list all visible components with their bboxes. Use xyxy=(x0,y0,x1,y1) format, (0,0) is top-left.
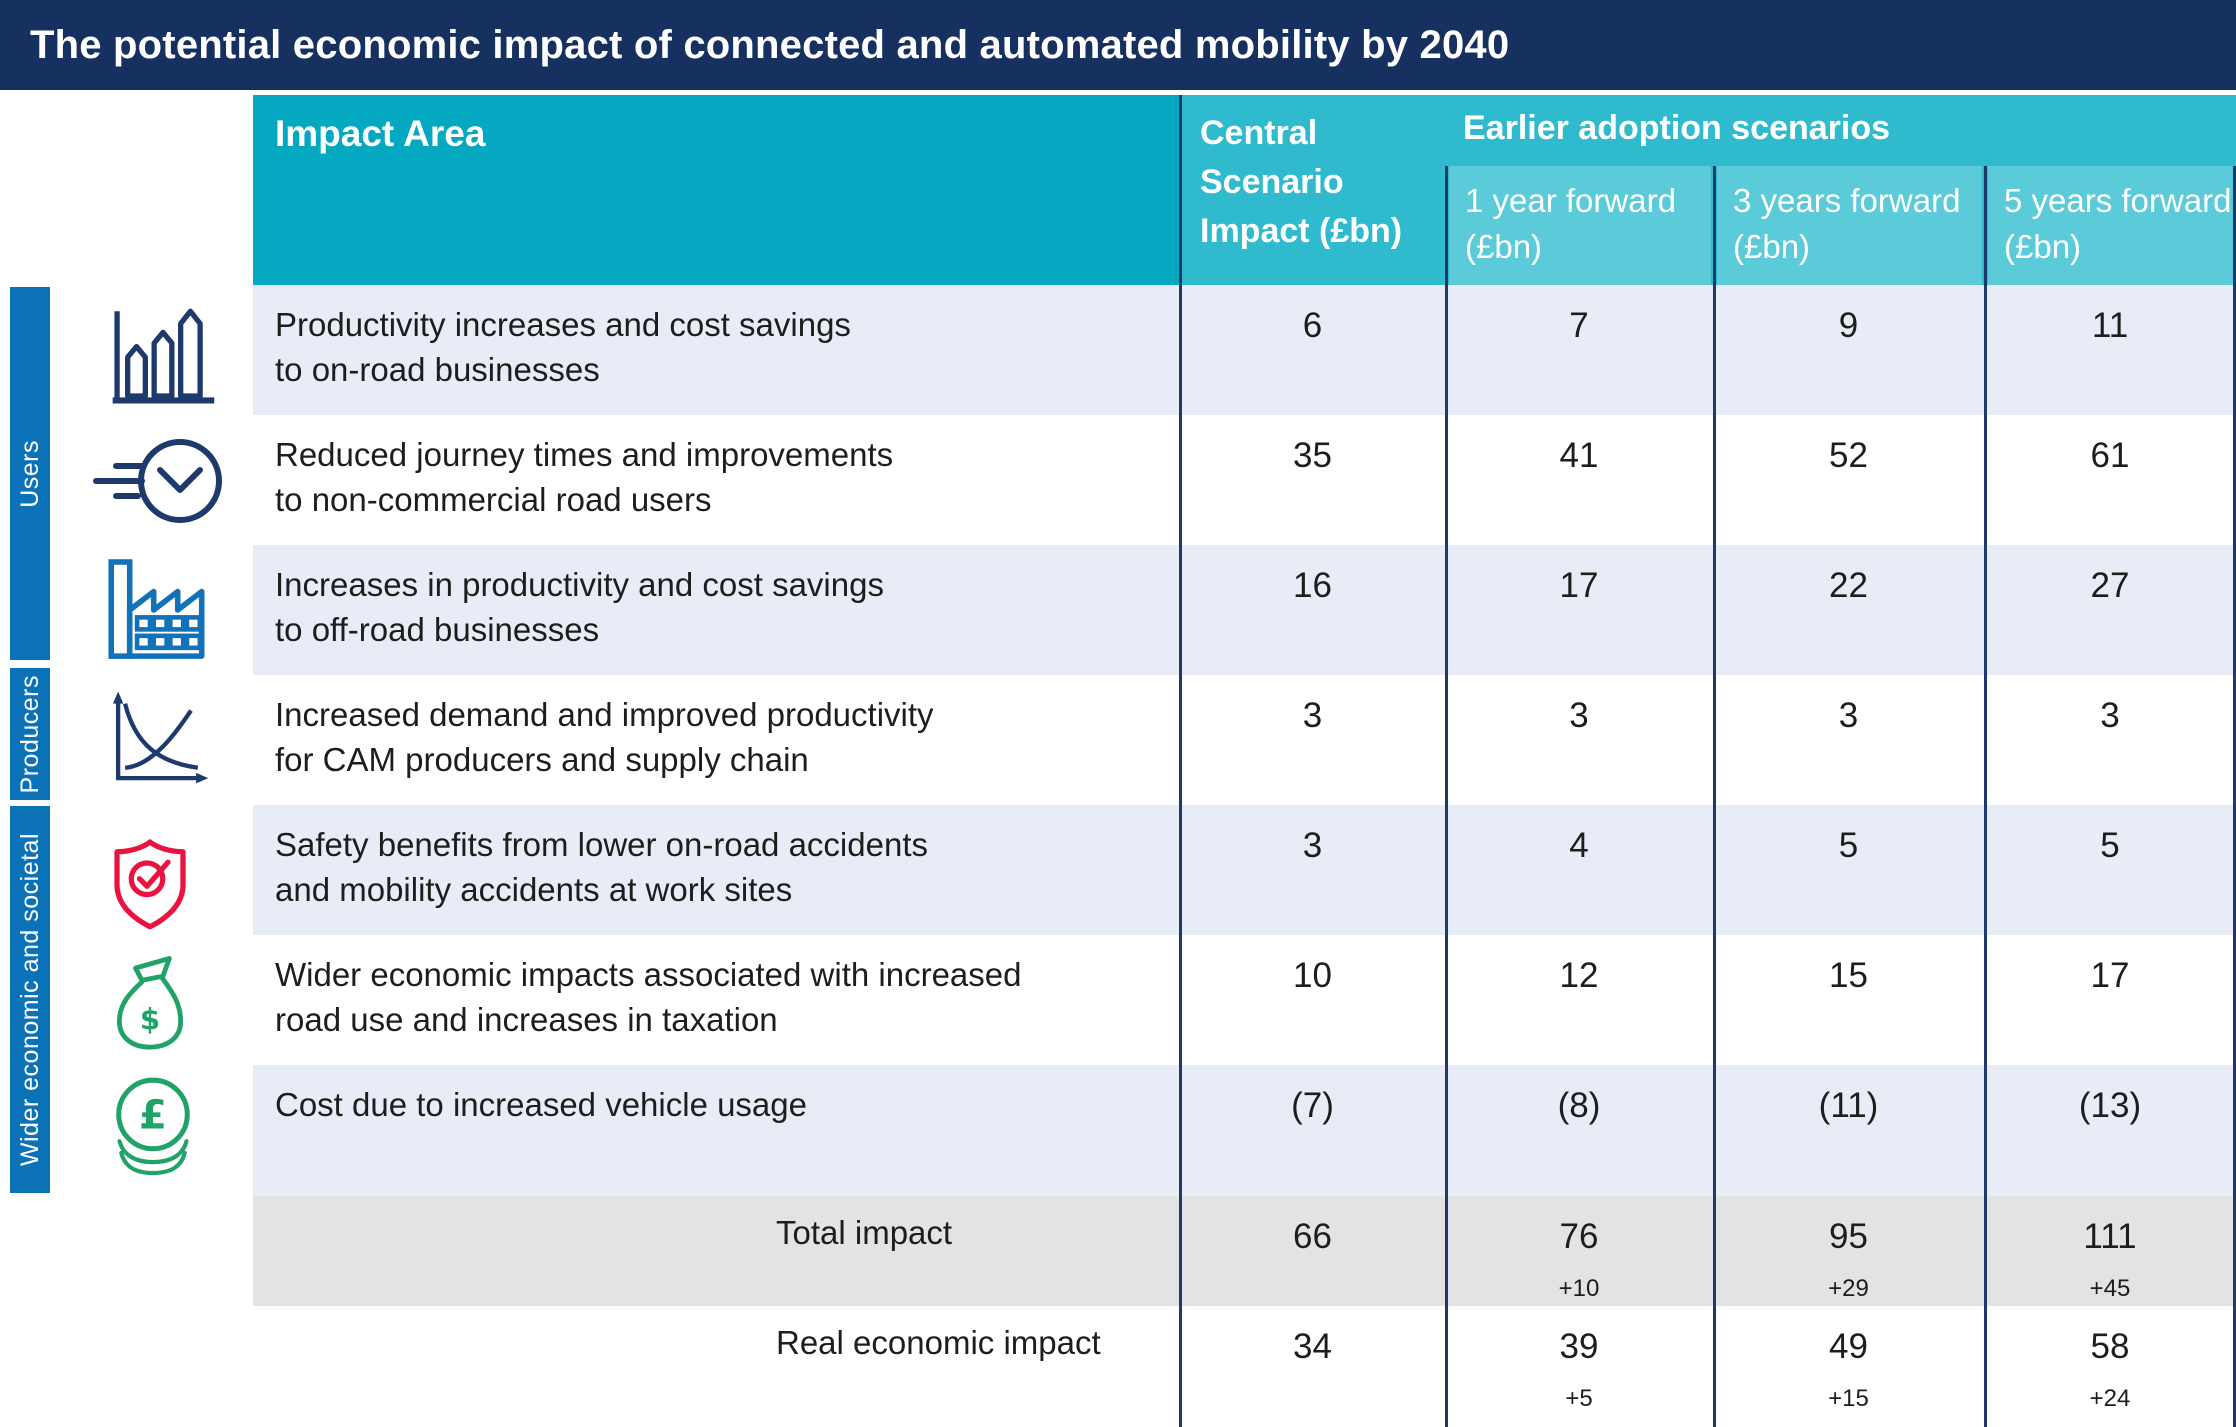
central-value: 66 xyxy=(1293,1217,1332,1256)
central-value: 34 xyxy=(1293,1327,1332,1366)
table-row: Wider economic impacts associated with i… xyxy=(253,935,2236,1065)
value-3-years: 5 xyxy=(1838,826,1859,865)
column-divider xyxy=(2233,166,2236,1427)
value-5-years: 58 +24 xyxy=(2089,1327,2131,1412)
central-value: 16 xyxy=(1293,566,1332,605)
value-5-years: 5 xyxy=(2100,826,2120,865)
delta-3-years: +29 xyxy=(1828,1275,1869,1302)
category-bar-producers: Producers xyxy=(10,668,50,800)
table-row: Reduced journey times and improvements t… xyxy=(253,415,2236,545)
value-3-years: (11) xyxy=(1818,1086,1879,1125)
value-5-years: 111 +45 xyxy=(2083,1217,2137,1302)
impact-area-cell: Productivity increases and cost savings … xyxy=(275,306,851,388)
table-row: Increases in productivity and cost savin… xyxy=(253,545,2236,675)
column-header-5-years-forward: 5 years forward (£bn) xyxy=(1988,166,2236,285)
central-value: 3 xyxy=(1302,696,1323,735)
value-1-year: 17 xyxy=(1559,566,1599,605)
impact-area-cell: Reduced journey times and improvements t… xyxy=(275,436,894,518)
table-row: Productivity increases and cost savings … xyxy=(253,285,2236,415)
supply-demand-icon xyxy=(106,684,210,801)
value-3-years: 3 xyxy=(1838,696,1859,735)
value-5-years: 27 xyxy=(2090,566,2130,605)
value-5-years: (13) xyxy=(2078,1086,2142,1125)
delta-3-years: +15 xyxy=(1828,1385,1869,1412)
shield-check-icon xyxy=(108,836,192,937)
table-row: Safety benefits from lower on-road accid… xyxy=(253,805,2236,935)
impact-area-cell: Cost due to increased vehicle usage xyxy=(275,1086,807,1123)
impact-area-header-label: Impact Area xyxy=(275,113,486,154)
value-5-years: 3 xyxy=(2100,696,2120,735)
value-3-years: 49 +15 xyxy=(1828,1327,1869,1412)
value-5-years: 61 xyxy=(2090,436,2130,475)
value-1-year: 12 xyxy=(1559,956,1599,995)
delta-1-year: +5 xyxy=(1565,1385,1593,1412)
central-value: 10 xyxy=(1293,956,1332,995)
central-value: 35 xyxy=(1293,436,1332,475)
category-label-wider-economic: Wider economic and societal xyxy=(15,832,44,1167)
value-3-years: 95 +29 xyxy=(1828,1217,1869,1302)
delta-1-year: +10 xyxy=(1558,1275,1600,1302)
table-row: Increased demand and improved productivi… xyxy=(253,675,2236,805)
value-3-years: 9 xyxy=(1838,306,1859,345)
impact-area-cell: Increased demand and improved productivi… xyxy=(275,696,934,778)
value-1-year: 76 +10 xyxy=(1558,1217,1600,1302)
delta-5-years: +24 xyxy=(2089,1385,2131,1412)
bar-chart-icon xyxy=(110,294,216,413)
real-economic-impact-label: Real economic impact xyxy=(776,1324,1101,1361)
value-1-year: 4 xyxy=(1569,826,1589,865)
impact-area-cell: Safety benefits from lower on-road accid… xyxy=(275,826,928,908)
impact-area-cell: Wider economic impacts associated with i… xyxy=(275,956,1022,1038)
svg-text:$: $ xyxy=(140,1002,160,1036)
central-value: 3 xyxy=(1302,826,1323,865)
value-3-years: 22 xyxy=(1829,566,1868,605)
total-impact-label: Total impact xyxy=(776,1214,953,1251)
real-economic-impact-row: Real economic impact 34 39 +5 49 +15 58 … xyxy=(253,1306,2236,1427)
column-header-1-year-forward: 1 year forward (£bn) xyxy=(1449,166,1711,285)
value-1-year: 7 xyxy=(1569,306,1589,345)
central-scenario-header-label: Central Scenario Impact (£bn) xyxy=(1200,114,1403,250)
column-divider xyxy=(1984,166,1987,1427)
coins-icon: £ xyxy=(106,1076,200,1183)
value-5-years: 11 xyxy=(2091,306,2129,345)
column-header-3-years-forward: 3 years forward (£bn) xyxy=(1717,166,1982,285)
value-1-year: 41 xyxy=(1559,436,1599,475)
table-row: Cost due to increased vehicle usage (7) … xyxy=(253,1065,2236,1196)
value-3-years: 15 xyxy=(1829,956,1868,995)
value-3-years: 52 xyxy=(1829,436,1868,475)
column-divider xyxy=(1713,166,1716,1427)
impact-area-cell: Increases in productivity and cost savin… xyxy=(275,566,884,648)
page-title: The potential economic impact of connect… xyxy=(30,22,1510,67)
svg-text:£: £ xyxy=(139,1093,167,1139)
central-value: (7) xyxy=(1291,1086,1334,1125)
category-bar-wider-economic: Wider economic and societal xyxy=(10,806,50,1193)
money-bag-icon: $ xyxy=(108,952,192,1057)
category-label-producers: Producers xyxy=(15,674,44,794)
value-5-years: 17 xyxy=(2090,956,2130,995)
title-bar: The potential economic impact of connect… xyxy=(0,0,2236,90)
factory-icon xyxy=(102,553,222,672)
value-1-year: 3 xyxy=(1569,696,1589,735)
impact-area-column-header: Impact Area xyxy=(253,95,1180,285)
central-value: 6 xyxy=(1302,306,1323,345)
column-divider xyxy=(1179,95,1182,1427)
column-divider xyxy=(1445,166,1448,1427)
category-bar-users: Users xyxy=(10,287,50,660)
table-body: Productivity increases and cost savings … xyxy=(253,285,2236,1427)
delta-5-years: +45 xyxy=(2089,1275,2131,1302)
earlier-adoption-header-label: Earlier adoption scenarios xyxy=(1463,109,1891,147)
speed-clock-icon xyxy=(90,426,226,541)
value-1-year: 39 +5 xyxy=(1559,1327,1599,1412)
category-label-users: Users xyxy=(15,439,44,508)
total-impact-row: Total impact 66 76 +10 95 +29 111 +45 xyxy=(253,1196,2236,1306)
central-scenario-column-header: Central Scenario Impact (£bn) xyxy=(1180,95,1445,285)
value-1-year: (8) xyxy=(1557,1086,1601,1125)
